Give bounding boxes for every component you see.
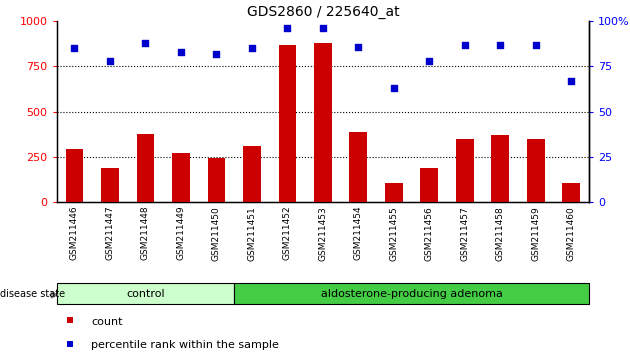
Bar: [385, 183, 403, 202]
Text: GSM211457: GSM211457: [461, 206, 469, 261]
Bar: [67, 341, 72, 347]
Title: GDS2860 / 225640_at: GDS2860 / 225640_at: [246, 5, 399, 19]
Point: [69, 46, 79, 51]
Point: [212, 51, 222, 57]
Bar: [314, 43, 332, 202]
Text: GSM211454: GSM211454: [354, 206, 363, 261]
Point: [566, 78, 576, 84]
Text: control: control: [126, 289, 164, 299]
Text: aldosterone-producing adenoma: aldosterone-producing adenoma: [321, 289, 503, 299]
Point: [460, 42, 470, 47]
Text: percentile rank within the sample: percentile rank within the sample: [91, 340, 279, 350]
Bar: [456, 139, 474, 202]
Text: GSM211455: GSM211455: [389, 206, 398, 261]
Bar: [234, 283, 589, 304]
Bar: [172, 153, 190, 202]
Text: GSM211451: GSM211451: [248, 206, 256, 261]
Point: [353, 44, 364, 49]
Bar: [243, 146, 261, 202]
Text: GSM211456: GSM211456: [425, 206, 434, 261]
Bar: [491, 135, 509, 202]
Point: [318, 25, 328, 31]
Point: [425, 58, 435, 64]
Bar: [66, 149, 83, 202]
Text: GSM211459: GSM211459: [531, 206, 541, 261]
Bar: [57, 283, 234, 304]
Bar: [278, 45, 296, 202]
Bar: [207, 158, 226, 202]
Point: [176, 49, 186, 55]
Text: GSM211450: GSM211450: [212, 206, 221, 261]
Point: [495, 42, 505, 47]
Point: [105, 58, 115, 64]
Point: [282, 25, 292, 31]
Bar: [101, 169, 119, 202]
Point: [530, 42, 541, 47]
Text: GSM211446: GSM211446: [70, 206, 79, 261]
Text: GSM211453: GSM211453: [318, 206, 328, 261]
Text: GSM211460: GSM211460: [567, 206, 576, 261]
Text: disease state: disease state: [0, 289, 65, 299]
Text: GSM211449: GSM211449: [176, 206, 185, 261]
Bar: [527, 139, 545, 202]
Bar: [420, 169, 438, 202]
Bar: [563, 183, 580, 202]
Bar: [350, 132, 367, 202]
Text: GSM211447: GSM211447: [105, 206, 115, 261]
Bar: [137, 134, 154, 202]
Point: [389, 85, 399, 91]
Point: [247, 46, 257, 51]
Text: count: count: [91, 317, 123, 327]
Bar: [67, 317, 72, 323]
Text: GSM211458: GSM211458: [496, 206, 505, 261]
Text: GSM211448: GSM211448: [141, 206, 150, 261]
Point: [140, 40, 151, 46]
Text: GSM211452: GSM211452: [283, 206, 292, 261]
